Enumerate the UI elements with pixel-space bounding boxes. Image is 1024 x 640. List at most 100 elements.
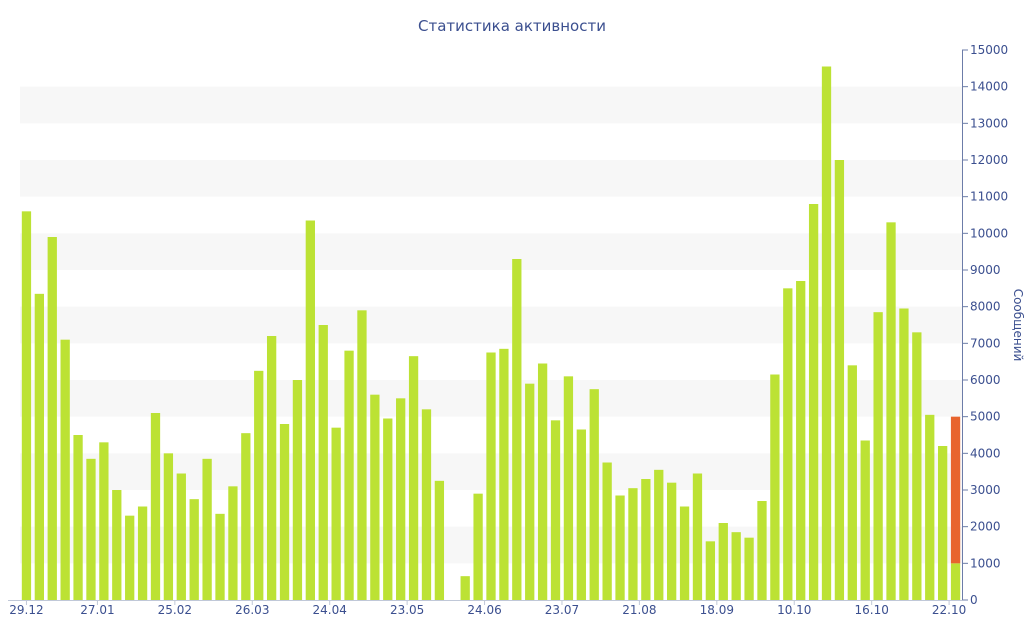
y-tick-label: 13000 [970, 116, 1008, 130]
bar [718, 523, 728, 600]
bar [550, 420, 561, 600]
bar [34, 293, 45, 600]
bar [318, 325, 328, 600]
x-axis: 29.12 27.01 25.02 26.03 24.04 23.05 24.06 23.07… [8, 600, 966, 617]
bar [383, 418, 393, 600]
bar [331, 427, 341, 600]
bar [460, 576, 470, 600]
y-tick-label: 3000 [970, 483, 1001, 497]
bar [279, 424, 290, 600]
x-tick-label: 10.10 [777, 603, 811, 617]
y-tick-label: 8000 [970, 300, 1001, 314]
bar [589, 389, 599, 600]
bar [563, 376, 574, 600]
bar [112, 490, 122, 600]
bar [254, 370, 264, 600]
bar [396, 398, 406, 600]
bar [189, 499, 199, 600]
bar [731, 532, 741, 600]
bar [370, 394, 380, 600]
y-tick-label: 5000 [970, 410, 1001, 424]
bar [344, 350, 354, 600]
bar [537, 363, 548, 600]
bar [473, 493, 483, 600]
bar [796, 281, 806, 600]
bar [163, 453, 174, 600]
bar [873, 312, 883, 600]
x-tick-label: 24.06 [467, 603, 501, 617]
y-tick-label: 6000 [970, 373, 1001, 387]
bar [667, 482, 677, 600]
bar [499, 348, 509, 600]
y-tick-label: 11000 [970, 190, 1008, 204]
bar [202, 458, 212, 600]
bar [215, 513, 225, 600]
grid-band [20, 233, 962, 270]
y-tick-label: 0 [970, 593, 978, 607]
x-tick-label: 24.04 [313, 603, 347, 617]
bar [408, 356, 419, 600]
bar [228, 486, 238, 600]
bar [99, 442, 109, 600]
bar [899, 308, 909, 600]
x-tick-label: 23.05 [390, 603, 424, 617]
x-tick-label: 25.02 [158, 603, 192, 617]
bar [950, 563, 961, 600]
y-tick-label: 4000 [970, 446, 1001, 460]
y-axis-label: Сообщений [1011, 289, 1024, 362]
bar [486, 352, 496, 600]
y-axis: 0 1000 2000 3000 4000 5000 6000 7000 8000 9000 100… [962, 43, 1008, 607]
y-tick-label: 15000 [970, 43, 1008, 57]
bar [176, 473, 186, 600]
bar [421, 409, 432, 600]
bar [860, 440, 870, 600]
bar [757, 501, 767, 600]
bar [886, 222, 896, 601]
y-tick-label: 1000 [970, 556, 1001, 570]
bar [137, 506, 148, 600]
bar [47, 237, 57, 600]
x-tick-label: 29.12 [9, 603, 43, 617]
grid-band [20, 306, 962, 344]
x-tick-label: 18.09 [700, 603, 734, 617]
bar [834, 160, 845, 600]
bar [86, 458, 96, 600]
y-tick-label: 9000 [970, 263, 1001, 277]
bar [641, 479, 651, 600]
bar [615, 495, 625, 600]
bar [576, 429, 586, 600]
bar [744, 537, 754, 600]
bar [150, 413, 161, 600]
bar [705, 541, 716, 600]
bar [125, 515, 135, 600]
y-tick-label: 14000 [970, 80, 1008, 94]
bar [305, 220, 315, 600]
bar-highlight [950, 416, 961, 564]
bar [266, 336, 277, 600]
bar [357, 310, 367, 600]
bar [21, 211, 32, 601]
grid-band [20, 160, 962, 197]
bar [847, 365, 857, 600]
bars [21, 66, 961, 601]
x-tick-label: 26.03 [235, 603, 269, 617]
chart-title: Статистика активности [418, 17, 606, 35]
y-tick-label: 12000 [970, 153, 1008, 167]
bar [654, 469, 664, 600]
x-tick-label: 21.08 [622, 603, 656, 617]
bar [512, 259, 522, 600]
x-tick-label: 16.10 [854, 603, 888, 617]
bar [679, 506, 690, 600]
bar [808, 204, 819, 600]
bar [912, 332, 922, 600]
x-tick-label: 22.10 [932, 603, 966, 617]
bar [821, 66, 832, 600]
bar [525, 383, 535, 600]
y-tick-label: 2000 [970, 520, 1001, 534]
x-tick-label: 27.01 [80, 603, 114, 617]
bar [60, 339, 70, 600]
grid-band [20, 86, 962, 124]
bar [628, 488, 638, 600]
bar [783, 288, 793, 600]
